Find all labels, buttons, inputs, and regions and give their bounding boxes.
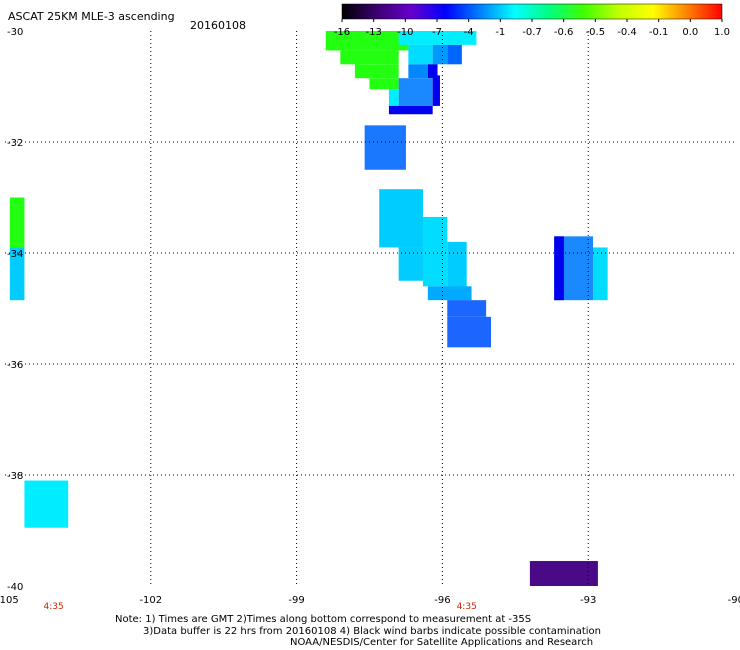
data-cell [427, 64, 438, 79]
data-cell [593, 247, 608, 301]
data-cell [398, 247, 423, 281]
colorbar-label: -7 [432, 27, 442, 38]
time-label: 4:35 [457, 602, 477, 612]
data-cells-layer [9, 31, 608, 586]
y-tick-label: -40 [7, 582, 23, 593]
note-line-2: 3)Data buffer is 22 hrs from 20160108 4)… [143, 626, 601, 637]
note-line-1: Note: 1) Times are GMT 2)Times along bot… [115, 614, 532, 625]
colorbar-label: -4 [464, 27, 474, 38]
data-cell [354, 64, 399, 79]
time-labels: 4:35 4:35 [43, 602, 476, 612]
x-tick-label: -99 [288, 595, 304, 606]
data-cell [369, 78, 399, 90]
data-cell [379, 189, 423, 248]
x-tick-label: -102 [139, 595, 162, 606]
data-cell [388, 89, 399, 106]
data-cell [408, 44, 433, 65]
chart-title: ASCAT 25KM MLE-3 ascending [8, 10, 175, 23]
data-cell [447, 44, 462, 65]
data-cell [432, 44, 448, 65]
colorbar-label: -10 [397, 27, 413, 38]
colorbar-label: -0.6 [554, 27, 574, 38]
colorbar: -16 -13 -10 -7 -4 -1 -0.7 -0.6 -0.5 -0.4 -0.1 0.0 1.… [334, 3, 730, 38]
colorbar-gradient [341, 3, 723, 20]
data-cell [398, 31, 477, 45]
y-tick-label: -32 [7, 138, 23, 149]
axis-tick-labels: -30 -32 -34 -36 -38 -40 -105 -102 -99 -96 -93 -90 [0, 27, 740, 606]
x-tick-label: -90 [728, 595, 740, 606]
y-tick-label: -38 [7, 471, 23, 482]
data-cell [427, 286, 472, 301]
x-tick-label: -93 [580, 595, 596, 606]
data-cell [529, 561, 598, 586]
data-cell [398, 78, 433, 106]
data-cell [364, 125, 406, 170]
colorbar-label: -16 [334, 27, 350, 38]
x-tick-label: -105 [0, 595, 19, 606]
colorbar-label: -1 [495, 27, 505, 38]
data-cell [388, 105, 433, 115]
colorbar-label: -0.7 [522, 27, 542, 38]
time-label: 4:35 [43, 602, 63, 612]
colorbar-label: -0.4 [617, 27, 637, 38]
y-tick-label: -34 [7, 249, 23, 260]
data-cell [24, 480, 69, 528]
colorbar-label: -0.1 [649, 27, 669, 38]
colorbar-label: 1.0 [714, 27, 730, 38]
colorbar-label: -0.5 [586, 27, 606, 38]
gridlines-layer [5, 31, 734, 586]
note-line-3: NOAA/NESDIS/Center for Satellite Applica… [290, 637, 594, 648]
colorbar-label: -13 [365, 27, 381, 38]
data-cell [422, 216, 448, 287]
x-tick-label: -96 [434, 595, 450, 606]
y-tick-label: -36 [7, 360, 23, 371]
data-cell [447, 316, 491, 348]
data-cell [554, 236, 564, 301]
data-cell [432, 75, 440, 106]
data-cell [340, 50, 399, 65]
data-cell [447, 300, 487, 317]
chart-date: 20160108 [190, 19, 246, 32]
data-cell [408, 64, 428, 79]
data-cell [325, 31, 409, 51]
colorbar-label: 0.0 [682, 27, 698, 38]
data-cell [447, 241, 467, 301]
data-cell [9, 197, 25, 248]
data-cell [9, 247, 25, 301]
y-tick-label: -30 [7, 27, 23, 38]
